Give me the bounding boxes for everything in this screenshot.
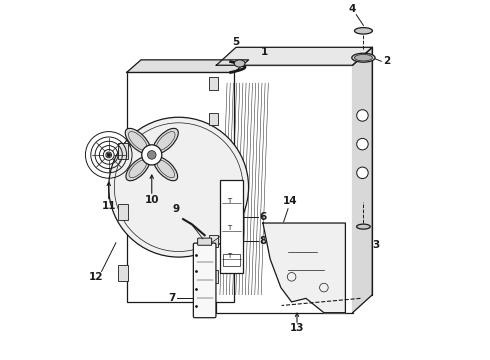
Polygon shape xyxy=(126,60,248,72)
Ellipse shape xyxy=(153,129,178,154)
Text: 14: 14 xyxy=(283,197,297,206)
Text: 12: 12 xyxy=(89,272,103,282)
Text: 10: 10 xyxy=(145,195,159,205)
Circle shape xyxy=(357,110,368,121)
FancyBboxPatch shape xyxy=(197,238,212,245)
FancyBboxPatch shape xyxy=(209,234,218,247)
Text: 7: 7 xyxy=(168,293,175,303)
Circle shape xyxy=(357,167,368,179)
FancyBboxPatch shape xyxy=(118,204,128,220)
Text: T: T xyxy=(227,198,231,203)
FancyBboxPatch shape xyxy=(194,243,216,318)
Circle shape xyxy=(357,138,368,150)
Text: 1: 1 xyxy=(261,47,269,57)
Circle shape xyxy=(107,153,111,157)
FancyBboxPatch shape xyxy=(209,77,218,90)
Bar xyxy=(216,65,353,313)
Polygon shape xyxy=(216,47,372,65)
Text: 9: 9 xyxy=(172,204,179,214)
Text: 4: 4 xyxy=(349,4,356,14)
Circle shape xyxy=(147,150,156,159)
FancyBboxPatch shape xyxy=(209,113,218,126)
Text: 5: 5 xyxy=(232,37,240,47)
Ellipse shape xyxy=(234,60,245,67)
Text: T: T xyxy=(227,253,231,260)
Polygon shape xyxy=(353,47,372,313)
Circle shape xyxy=(109,117,248,257)
Text: 11: 11 xyxy=(101,201,116,211)
Ellipse shape xyxy=(354,28,372,34)
Ellipse shape xyxy=(354,54,372,61)
Text: T: T xyxy=(227,225,231,231)
Text: 2: 2 xyxy=(383,56,391,66)
Ellipse shape xyxy=(126,157,150,181)
Ellipse shape xyxy=(154,157,177,181)
Bar xyxy=(223,254,240,266)
Bar xyxy=(220,180,243,273)
Text: 13: 13 xyxy=(290,323,304,333)
Circle shape xyxy=(142,145,162,165)
Text: 6: 6 xyxy=(259,212,267,222)
Text: 3: 3 xyxy=(372,239,380,249)
FancyBboxPatch shape xyxy=(118,143,128,159)
Text: 8: 8 xyxy=(259,235,267,246)
FancyBboxPatch shape xyxy=(118,265,128,281)
Ellipse shape xyxy=(125,129,150,154)
Polygon shape xyxy=(263,223,345,313)
Ellipse shape xyxy=(352,53,375,62)
Bar xyxy=(126,72,234,302)
FancyBboxPatch shape xyxy=(209,270,218,283)
Ellipse shape xyxy=(357,224,370,229)
